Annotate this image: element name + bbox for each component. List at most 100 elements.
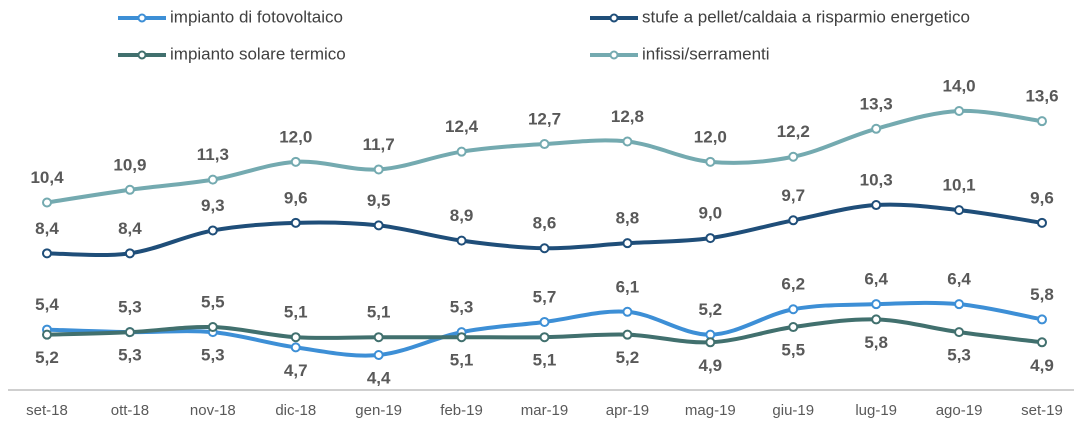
x-tick-label: set-19 xyxy=(1021,402,1063,419)
point xyxy=(788,304,799,315)
data-label: 5,2 xyxy=(35,348,59,367)
data-label: 5,2 xyxy=(616,348,640,367)
data-label: 5,1 xyxy=(367,303,391,322)
data-label: 5,2 xyxy=(699,300,723,319)
point xyxy=(42,329,52,340)
data-label: 5,8 xyxy=(864,333,888,352)
data-label: 12,0 xyxy=(694,127,727,146)
data-label: 5,3 xyxy=(947,346,971,365)
x-tick-label: feb-19 xyxy=(440,402,483,419)
point xyxy=(871,314,882,325)
data-label: 5,4 xyxy=(35,295,59,314)
legend-label: infissi/serramenti xyxy=(642,44,770,63)
data-label: 9,6 xyxy=(1030,188,1054,207)
x-tick-label: gen-19 xyxy=(355,402,402,419)
point xyxy=(1037,314,1047,325)
point xyxy=(954,106,965,116)
data-label: 5,3 xyxy=(201,346,225,365)
x-tick-label: ott-18 xyxy=(111,402,149,419)
point xyxy=(954,205,965,216)
point xyxy=(373,220,384,231)
point xyxy=(871,123,882,134)
point xyxy=(705,233,716,244)
legend-marker xyxy=(137,50,147,60)
point xyxy=(539,316,550,327)
legend-marker xyxy=(137,13,147,23)
point xyxy=(1037,337,1047,348)
point xyxy=(373,332,384,343)
x-tick-label: dic-18 xyxy=(275,402,316,419)
data-label: 9,5 xyxy=(367,191,391,210)
data-label: 4,9 xyxy=(1030,356,1054,375)
point xyxy=(539,243,550,254)
data-label: 5,7 xyxy=(533,287,557,306)
data-label: 8,4 xyxy=(118,219,142,238)
data-label: 10,3 xyxy=(860,171,893,190)
data-label: 5,1 xyxy=(533,351,557,370)
data-label: 12,2 xyxy=(777,122,810,141)
data-label: 5,8 xyxy=(1030,285,1054,304)
point xyxy=(1037,217,1047,228)
data-label: 8,4 xyxy=(35,219,59,238)
x-tick-label: mag-19 xyxy=(685,402,736,419)
data-label: 9,7 xyxy=(781,186,805,205)
point xyxy=(207,322,218,333)
data-label: 5,5 xyxy=(781,341,805,360)
data-label: 6,4 xyxy=(947,270,971,289)
data-label: 12,8 xyxy=(611,107,644,126)
point xyxy=(705,337,716,348)
data-label: 13,6 xyxy=(1025,87,1058,106)
x-tick-label: mar-19 xyxy=(521,402,569,419)
point xyxy=(1037,116,1047,127)
point xyxy=(622,238,633,249)
data-label: 12,7 xyxy=(528,110,561,129)
point xyxy=(456,235,467,246)
x-tick-label: ago-19 xyxy=(936,402,983,419)
point xyxy=(705,156,716,167)
point xyxy=(373,164,384,175)
point xyxy=(622,306,633,317)
data-label: 4,9 xyxy=(699,356,723,375)
legend-label: impianto solare termico xyxy=(170,44,346,63)
x-tick-label: nov-18 xyxy=(190,402,236,419)
data-label: 5,1 xyxy=(284,303,308,322)
data-label: 6,1 xyxy=(616,277,640,296)
data-label: 8,6 xyxy=(533,214,557,233)
data-label: 9,6 xyxy=(284,188,308,207)
point xyxy=(207,174,218,185)
data-label: 8,9 xyxy=(450,206,474,225)
point xyxy=(622,136,633,147)
data-label: 5,3 xyxy=(118,346,142,365)
point xyxy=(456,332,467,343)
data-label: 12,4 xyxy=(445,117,479,136)
point xyxy=(456,146,467,157)
data-label: 5,3 xyxy=(118,298,142,317)
data-label: 4,4 xyxy=(367,368,391,387)
data-label: 8,8 xyxy=(616,209,640,228)
point xyxy=(290,342,301,353)
point xyxy=(539,332,550,343)
point xyxy=(373,350,384,360)
x-tick-label: giu-19 xyxy=(772,402,814,419)
data-label: 14,0 xyxy=(943,76,976,95)
data-label: 10,4 xyxy=(30,168,64,187)
x-tick-label: apr-19 xyxy=(606,402,649,419)
point xyxy=(124,184,135,195)
point xyxy=(871,200,882,211)
point xyxy=(42,248,52,259)
data-label: 9,0 xyxy=(699,204,723,223)
data-label: 6,4 xyxy=(864,270,888,289)
point xyxy=(871,299,882,310)
legend-label: stufe a pellet/caldaia a risparmio energ… xyxy=(642,7,970,26)
x-tick-label: set-18 xyxy=(26,402,68,419)
point xyxy=(207,225,218,236)
point xyxy=(42,197,52,208)
data-label: 11,3 xyxy=(197,145,229,164)
data-label: 11,7 xyxy=(363,135,395,154)
data-label: 4,7 xyxy=(284,361,308,380)
data-label: 5,3 xyxy=(450,298,474,317)
point xyxy=(290,332,301,343)
data-label: 13,3 xyxy=(860,94,893,113)
point xyxy=(539,139,550,150)
legend-marker xyxy=(609,50,619,60)
